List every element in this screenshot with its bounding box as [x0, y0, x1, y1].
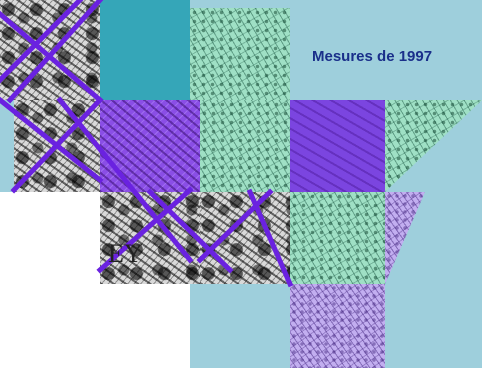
map-tile-mid-right	[290, 100, 385, 192]
background-panel-left	[0, 100, 14, 192]
map-tile-mid-center	[100, 100, 200, 192]
map-tile-mid-left	[14, 100, 100, 192]
background-panel-teal	[100, 0, 190, 100]
map-tile-lower-green	[290, 192, 385, 284]
map-tile-lower-center	[200, 192, 290, 284]
map-tile-top-left	[0, 0, 100, 100]
map-tile-bottom	[290, 284, 385, 368]
slide-title: Mesures de 1997	[312, 48, 433, 65]
map-tile-mid-green	[200, 100, 290, 192]
map-tile-lower-left	[100, 192, 200, 284]
map-tile-top-center	[190, 8, 290, 100]
